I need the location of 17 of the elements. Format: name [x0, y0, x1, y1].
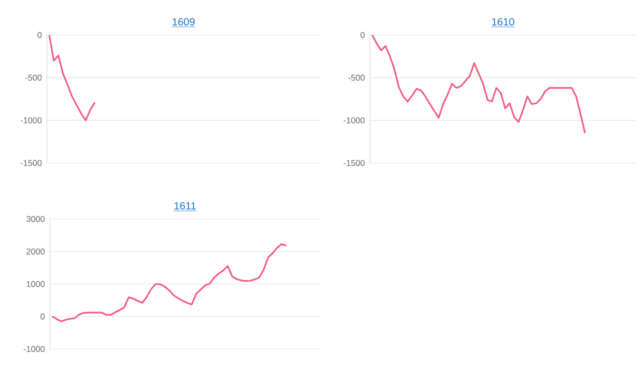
y-tick-label: 3000 — [26, 216, 45, 222]
y-tick-label: 2000 — [26, 248, 45, 254]
y-tick-label: -1000 — [344, 117, 365, 124]
chart-title: 1611 — [174, 202, 196, 210]
y-tick-label: -500 — [348, 74, 365, 81]
y-tick-label: 1000 — [26, 281, 45, 287]
y-tick-label: 0 — [40, 314, 45, 320]
y-tick-label: -1000 — [20, 117, 42, 124]
y-tick-label: 0 — [360, 32, 365, 38]
chart-title: 1609 — [172, 18, 195, 26]
y-tick-label: -1500 — [20, 160, 42, 166]
line-series — [48, 34, 96, 122]
y-tick-label: 0 — [38, 32, 42, 38]
y-tick-label: -1500 — [344, 160, 365, 166]
y-tick-label: -500 — [25, 74, 42, 81]
y-tick-label: -1000 — [24, 346, 45, 352]
chart-title: 1610 — [492, 18, 514, 26]
